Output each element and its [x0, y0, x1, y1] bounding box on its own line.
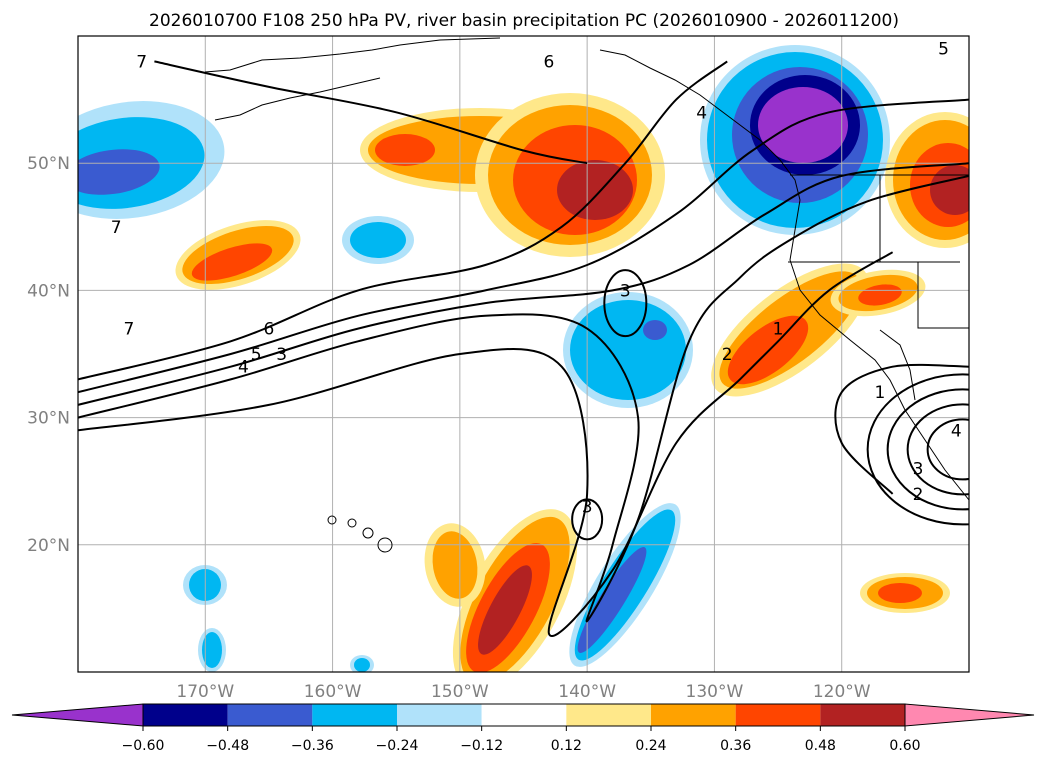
colorbar-tick-label: 0.12 — [551, 738, 582, 754]
pv-contour-label: 1 — [773, 320, 784, 340]
x-tick-label: 170°W — [176, 682, 234, 702]
pv-contour-label: 1 — [874, 383, 885, 403]
colorbar-tick-label: 0.36 — [720, 738, 751, 754]
precip-patch — [375, 134, 435, 166]
colorbar-tick-label: −0.24 — [376, 738, 419, 754]
pv-contour-label: 3 — [582, 498, 593, 518]
pv-contour-label: 2 — [913, 485, 924, 505]
pv-contour-label: 4 — [696, 103, 707, 123]
colorbar-tick-label: −0.36 — [291, 738, 334, 754]
precip-patch — [350, 222, 406, 258]
colorbar-swatch — [143, 704, 228, 726]
pv-contour-label: 4 — [238, 358, 249, 378]
colorbar-tick-label: −0.12 — [460, 738, 503, 754]
pv-contour-label: 5 — [938, 40, 949, 60]
y-tick-label: 50°N — [27, 154, 70, 174]
x-tick-label: 130°W — [686, 682, 744, 702]
precip-patch — [643, 320, 667, 340]
pv-contour-label: 2 — [722, 345, 733, 365]
x-tick-label: 120°W — [813, 682, 871, 702]
pv-contour-label: 7 — [124, 320, 135, 340]
colorbar-swatch — [651, 704, 736, 726]
colorbar-swatch — [228, 704, 313, 726]
pv-contour-label: 6 — [544, 52, 555, 72]
precip-patch — [354, 658, 370, 672]
x-axis: 170°W 160°W 150°W 140°W 130°W 120°W — [176, 682, 870, 702]
colorbar-tick-label: 0.48 — [805, 738, 836, 754]
pv-contour-label: 3 — [913, 459, 924, 479]
figure: 2026010700 F108 250 hPa PV, river basin … — [0, 0, 1047, 765]
pv-contour-label: 7 — [136, 52, 147, 72]
precip-patch — [557, 160, 633, 220]
x-tick-label: 160°W — [304, 682, 362, 702]
x-tick-label: 140°W — [558, 682, 616, 702]
y-tick-label: 20°N — [27, 536, 70, 556]
x-tick-label: 150°W — [431, 682, 489, 702]
colorbar-swatch — [566, 704, 651, 726]
chart-title: 2026010700 F108 250 hPa PV, river basin … — [149, 11, 899, 31]
colorbar-tick-label: −0.60 — [122, 738, 165, 754]
pv-contour-label: 3 — [620, 281, 631, 301]
precip-patch — [930, 165, 980, 215]
y-axis: 20°N 30°N 40°N 50°N — [27, 154, 70, 556]
colorbar-swatch — [397, 704, 482, 726]
y-tick-label: 40°N — [27, 281, 70, 301]
colorbar-extend-low — [12, 704, 143, 726]
colorbar-swatch — [736, 704, 821, 726]
colorbar-tick-label: 0.24 — [635, 738, 666, 754]
pv-contour-label: 6 — [264, 320, 275, 340]
pv-contour-label: 5 — [251, 345, 262, 365]
y-tick-label: 30°N — [27, 409, 70, 429]
colorbar-tick-label: 0.60 — [889, 738, 920, 754]
colorbar-extend-high — [905, 704, 1034, 726]
colorbar-swatch — [312, 704, 397, 726]
colorbar-swatch — [820, 704, 905, 726]
pv-contour-label: 7 — [111, 218, 122, 238]
colorbar: −0.60 −0.48 −0.36 −0.24 −0.12 0.12 0.24 0.36 0.4… — [12, 704, 1034, 754]
pv-contour-label: 3 — [276, 345, 287, 365]
colorbar-swatch — [482, 704, 567, 726]
pv-contour-label: 4 — [951, 421, 962, 441]
precip-patch — [878, 583, 922, 603]
colorbar-tick-label: −0.48 — [206, 738, 249, 754]
